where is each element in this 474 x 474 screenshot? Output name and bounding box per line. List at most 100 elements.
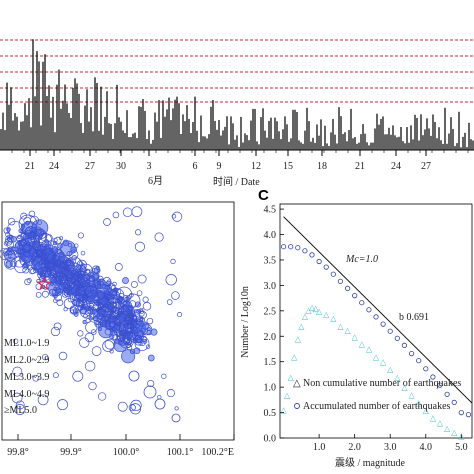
epicenter-circle — [114, 263, 123, 271]
epicenter-circle — [24, 278, 31, 286]
epicenter-circle — [117, 401, 128, 412]
epicenter-circle — [114, 315, 119, 320]
epicenter-circle — [91, 346, 102, 356]
noncumulative-point: △ — [345, 326, 352, 335]
noncumulative-point: △ — [323, 310, 330, 319]
epicenter-circle — [147, 354, 155, 362]
epicenter-circle — [5, 232, 11, 238]
epicenter-circle — [106, 290, 121, 305]
epicenter-circle — [171, 214, 177, 219]
panel-c-xlabel: 震级 / magnitude — [335, 457, 406, 469]
noncumulative-point: △ — [313, 304, 320, 313]
noncumulative-point: △ — [330, 314, 337, 323]
epicenter-circle — [118, 320, 135, 336]
epicenter-circle — [166, 389, 175, 398]
epicenter-circle — [13, 249, 22, 258]
epicenter-circle — [91, 273, 99, 281]
legend-accumulated-label: Accumulated number of earthquakes — [303, 401, 451, 412]
epicenter-circle — [172, 211, 183, 222]
y-tick-label: 0.5 — [264, 408, 277, 419]
epicenter-circle — [109, 325, 115, 332]
legend-noncumulative-label: Non cumulative number of earthquakes — [303, 378, 461, 389]
epicenter-circle — [59, 236, 64, 241]
noncumulative-point: △ — [295, 334, 302, 343]
y-tick-label: 4.5 — [264, 205, 277, 216]
epicenter-circle — [80, 307, 87, 315]
epicenter-circle — [161, 373, 167, 379]
legend-circle-marker — [294, 403, 300, 409]
date-tick-label: 27 — [421, 161, 431, 172]
epicenter-circle — [102, 340, 115, 353]
accumulated-point — [288, 244, 294, 250]
epicenter-circle — [82, 294, 89, 300]
x-tick-label: 3.0 — [384, 442, 397, 453]
date-tick-label: 24 — [49, 161, 59, 172]
noncumulative-point: △ — [458, 432, 465, 441]
epicenter-circle — [102, 277, 112, 286]
map-legend-label: ML2.0~2.9 — [4, 355, 49, 366]
accumulated-point — [309, 252, 315, 258]
accumulated-point — [444, 391, 450, 397]
epicenter-circle-large — [85, 289, 107, 311]
epicenter-circle — [150, 328, 158, 336]
epicenter-circle — [74, 289, 86, 300]
x-tick-label: 5.0 — [455, 442, 468, 453]
epicenter-circle — [37, 394, 49, 406]
gutenberg-richter-fit-line — [283, 216, 473, 404]
epicenter-circle — [13, 338, 19, 344]
accumulated-point — [337, 278, 343, 284]
epicenter-circle — [63, 298, 75, 310]
epicenter-circle — [129, 403, 141, 415]
epicenter-circle — [11, 392, 23, 404]
y-tick-label: 4.0 — [264, 230, 277, 241]
epicenter-circle — [45, 265, 51, 271]
epicenter-circle — [19, 253, 24, 258]
epicenter-circle — [118, 333, 134, 349]
epicenter-circle — [110, 285, 116, 291]
legend-triangle-marker: △ — [293, 378, 301, 389]
epicenter-circle — [67, 296, 74, 303]
epicenter-circle — [48, 248, 53, 253]
date-tick-label: 6 — [193, 161, 198, 172]
epicenter-circle — [29, 247, 36, 254]
epicenter-circle — [12, 366, 23, 377]
y-tick-label: 2.0 — [264, 332, 277, 343]
epicenter-circle — [98, 278, 106, 286]
epicenter-circle — [68, 243, 73, 248]
epicenter-circle — [42, 353, 49, 361]
epicenter-circle — [112, 211, 120, 219]
date-tick-label: 9 — [217, 161, 222, 172]
epicenter-circle — [116, 286, 133, 303]
epicenter-circle — [103, 218, 111, 226]
epicenter-circle — [134, 241, 145, 252]
epicenter-circle — [10, 246, 16, 252]
panel-b-epicenter-map: ML1.0~1.9 ML2.0~2.9 ML3.0~3.9 ML4.0~4.9 ≥ML5… — [0, 201, 235, 458]
epicenter-circle — [19, 239, 27, 247]
panel-c-legend: △ Non cumulative number of earthquakes A… — [293, 378, 461, 412]
epicenter-circle — [58, 351, 68, 361]
accumulated-point — [430, 374, 436, 380]
epicenter-circle — [80, 271, 86, 277]
epicenter-circle — [67, 273, 74, 280]
x-tick-label: 4.0 — [420, 442, 433, 453]
epicenter-circle — [72, 308, 78, 314]
epicenter-circle — [125, 341, 132, 348]
epicenter-circle — [123, 317, 132, 325]
epicenter-circle — [40, 266, 52, 278]
noncumulative-point: △ — [298, 322, 305, 331]
accumulated-point — [465, 411, 471, 418]
epicenter-circle — [20, 212, 28, 220]
epicenter-circle — [95, 284, 101, 290]
epicenter-circle — [112, 304, 123, 314]
epicenter-circle — [51, 247, 59, 254]
mainshock-star — [36, 276, 52, 291]
noncumulative-point: △ — [416, 398, 423, 407]
map-legend-label: ML3.0~3.9 — [4, 372, 49, 383]
epicenter-circle — [97, 291, 105, 299]
date-tick-label: 3 — [147, 161, 152, 172]
epicenter-circle — [35, 291, 42, 298]
epicenter-circle — [118, 293, 125, 299]
epicenter-circle — [80, 250, 86, 256]
epicenter-circle — [6, 247, 14, 256]
epicenter-circle — [32, 228, 48, 244]
